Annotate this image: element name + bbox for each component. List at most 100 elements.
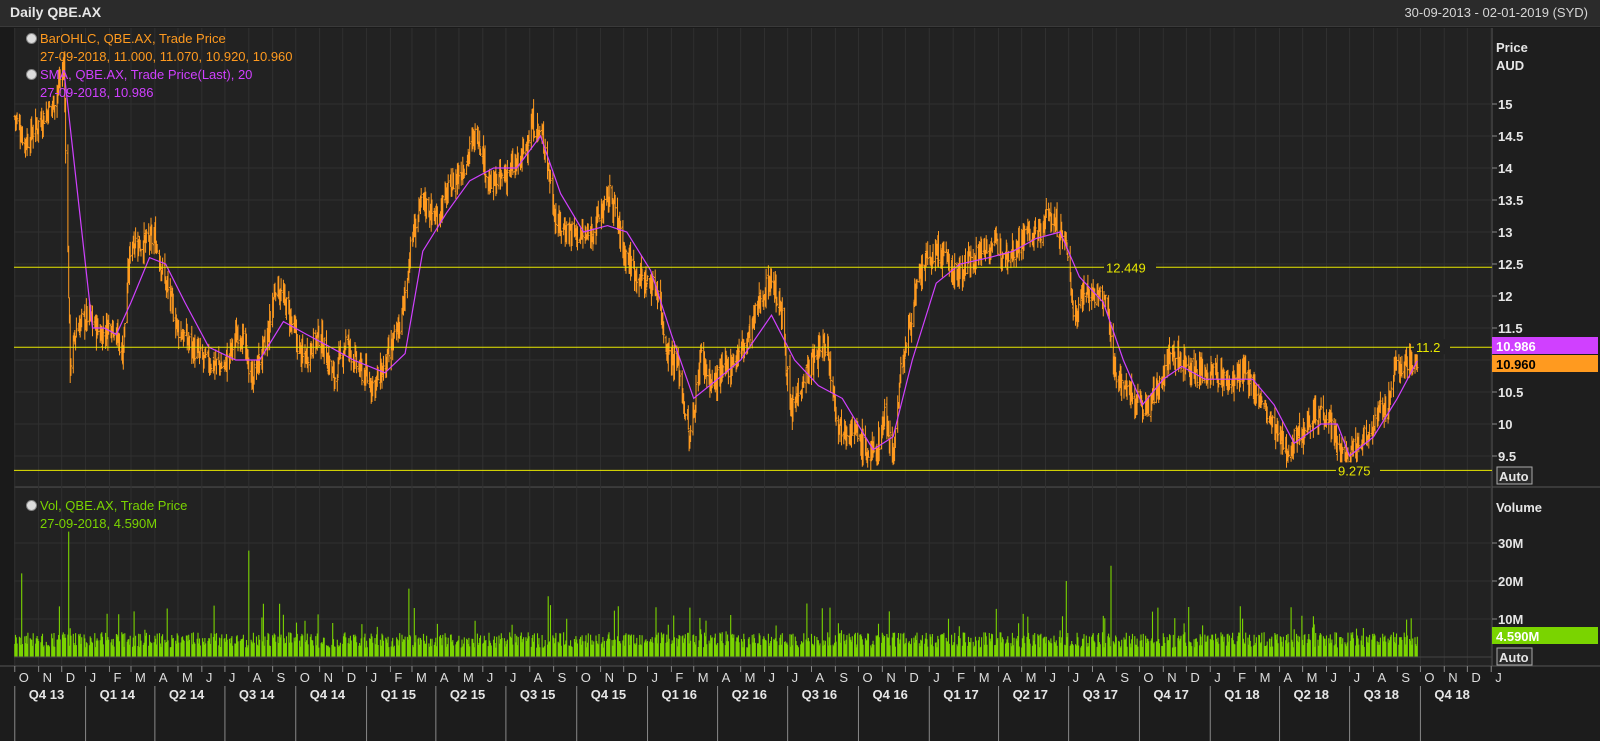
- last-value-label: 10.986: [1496, 339, 1536, 354]
- sma-legend-label: SMA, QBE.AX, Trade Price(Last), 20: [40, 67, 253, 82]
- month-label: M: [463, 670, 474, 685]
- quarter-label: Q2 17: [1013, 687, 1048, 702]
- month-label: M: [1026, 670, 1037, 685]
- volume-legend-icon[interactable]: [26, 500, 37, 511]
- auto-scale-label: Auto: [1499, 650, 1529, 665]
- month-label: A: [253, 670, 262, 685]
- volume-panel: [14, 487, 1492, 665]
- month-label: F: [675, 670, 683, 685]
- title-bar: Daily QBE.AX 30-09-2013 - 02-01-2019 (SY…: [0, 0, 1600, 27]
- ohlc-legend-icon[interactable]: [26, 33, 37, 44]
- month-label: N: [605, 670, 614, 685]
- sma-line: [64, 78, 1418, 457]
- quarter-label: Q3 18: [1364, 687, 1399, 702]
- month-label: F: [113, 670, 121, 685]
- horizontal-line-label-bg: [1336, 462, 1380, 478]
- month-label: N: [43, 670, 52, 685]
- price-legend: BarOHLC, QBE.AX, Trade Price 27-09-2018,…: [26, 30, 293, 102]
- month-label: A: [534, 670, 543, 685]
- volume-bars: [14, 531, 1418, 657]
- ohlc-legend-values: 27-09-2018, 11.000, 11.070, 10.920, 10.9…: [40, 49, 293, 64]
- chart-title: Daily QBE.AX: [10, 4, 102, 20]
- quarter-label: Q3 17: [1083, 687, 1118, 702]
- month-label: D: [66, 670, 75, 685]
- month-label: J: [510, 670, 516, 685]
- quarter-label: Q4 16: [872, 687, 907, 702]
- month-label: A: [440, 670, 449, 685]
- quarter-label: Q4 18: [1434, 687, 1469, 702]
- month-label: J: [1354, 670, 1361, 685]
- quarter-label: Q3 15: [520, 687, 555, 702]
- month-label: N: [1448, 670, 1457, 685]
- quarter-label: Q1 18: [1224, 687, 1259, 702]
- month-label: S: [1401, 670, 1410, 685]
- month-label: J: [1495, 670, 1502, 685]
- month-label: J: [792, 670, 799, 685]
- date-range: 30-09-2013 - 02-01-2019 (SYD): [1404, 5, 1588, 20]
- month-label: J: [1214, 670, 1221, 685]
- price-axis-title: Price: [1496, 40, 1528, 55]
- auto-scale-label: Auto: [1499, 469, 1529, 484]
- last-value-flag: [1492, 355, 1598, 372]
- month-label: M: [416, 670, 427, 685]
- month-label: J: [487, 670, 494, 685]
- volume-legend-label: Vol, QBE.AX, Trade Price: [40, 498, 188, 513]
- sma-legend-values: 27-09-2018, 10.986: [40, 85, 154, 100]
- month-label: J: [90, 670, 97, 685]
- month-label: N: [324, 670, 333, 685]
- month-label: O: [1143, 670, 1153, 685]
- horizontal-line-label: 9.275: [1338, 463, 1371, 478]
- month-label: M: [698, 670, 709, 685]
- quarter-label: Q3 16: [802, 687, 837, 702]
- month-label: J: [229, 670, 236, 685]
- month-label: O: [19, 670, 29, 685]
- price-tick-label: 10: [1498, 417, 1512, 432]
- month-label: S: [277, 670, 286, 685]
- month-label: M: [182, 670, 193, 685]
- quarter-label: Q2 15: [450, 687, 485, 702]
- last-value-label: 10.960: [1496, 357, 1536, 372]
- month-label: J: [652, 670, 659, 685]
- month-label: N: [1167, 670, 1176, 685]
- quarter-label: Q2 14: [169, 687, 205, 702]
- auto-scale-button[interactable]: [1496, 466, 1533, 485]
- month-label: O: [1424, 670, 1434, 685]
- x-axis-panel: [0, 666, 1600, 741]
- month-label: O: [581, 670, 591, 685]
- volume-tick-label: 10M: [1498, 612, 1523, 627]
- auto-scale-button[interactable]: [1496, 647, 1533, 666]
- sma-legend-icon[interactable]: [26, 69, 37, 80]
- month-label: F: [1238, 670, 1246, 685]
- price-tick-label: 12.5: [1498, 257, 1523, 272]
- volume-legend-values: 27-09-2018, 4.590M: [40, 516, 158, 531]
- month-label: J: [1050, 670, 1057, 685]
- month-label: M: [1307, 670, 1318, 685]
- month-label: D: [347, 670, 356, 685]
- quarter-label: Q1 17: [943, 687, 978, 702]
- month-label: M: [979, 670, 990, 685]
- volume-legend: Vol, QBE.AX, Trade Price 27-09-2018, 4.5…: [26, 497, 187, 533]
- quarter-label: Q4 13: [29, 687, 64, 702]
- month-label: A: [722, 670, 731, 685]
- volume-axis-title: Volume: [1496, 500, 1542, 515]
- month-label: F: [394, 670, 402, 685]
- month-label: O: [300, 670, 310, 685]
- quarter-label: Q4 14: [310, 687, 346, 702]
- quarter-label: Q2 18: [1294, 687, 1329, 702]
- horizontal-line-label: 11.2: [1416, 340, 1440, 355]
- volume-tick-label: 20M: [1498, 574, 1523, 589]
- price-axis-unit: AUD: [1496, 58, 1524, 73]
- month-label: A: [816, 670, 825, 685]
- price-tick-label: 15: [1498, 97, 1512, 112]
- month-label: M: [745, 670, 756, 685]
- quarter-label: Q4 17: [1153, 687, 1188, 702]
- quarter-label: Q2 16: [732, 687, 767, 702]
- month-label: S: [558, 670, 567, 685]
- volume-tick-label: 30M: [1498, 536, 1523, 551]
- month-label: M: [135, 670, 146, 685]
- month-label: J: [933, 670, 940, 685]
- month-label: A: [1377, 670, 1386, 685]
- quarter-label: Q4 15: [591, 687, 626, 702]
